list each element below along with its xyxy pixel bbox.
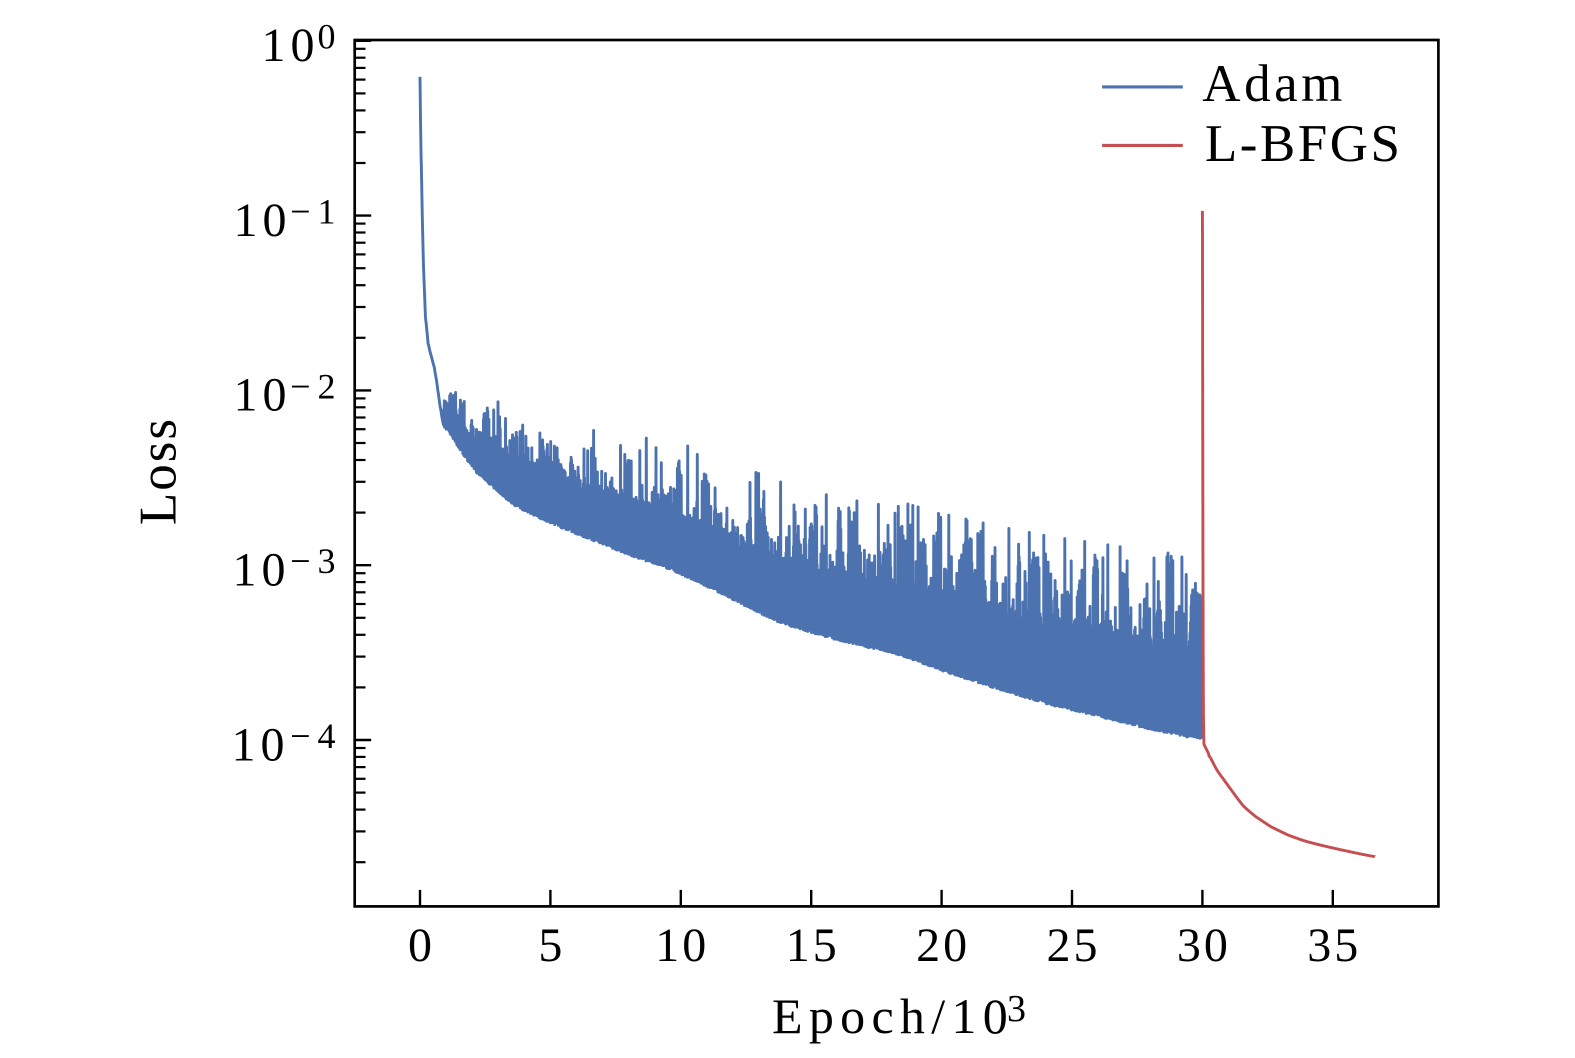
svg-text:3: 3	[1007, 988, 1026, 1030]
svg-text:Epoch/10: Epoch/10	[772, 988, 1014, 1044]
svg-text:5: 5	[538, 919, 562, 972]
svg-text:0: 0	[408, 919, 432, 972]
svg-text:L-BFGS: L-BFGS	[1205, 115, 1403, 173]
svg-text:Adam: Adam	[1202, 55, 1346, 113]
svg-text:0: 0	[318, 17, 336, 57]
svg-text:Loss: Loss	[130, 417, 188, 525]
